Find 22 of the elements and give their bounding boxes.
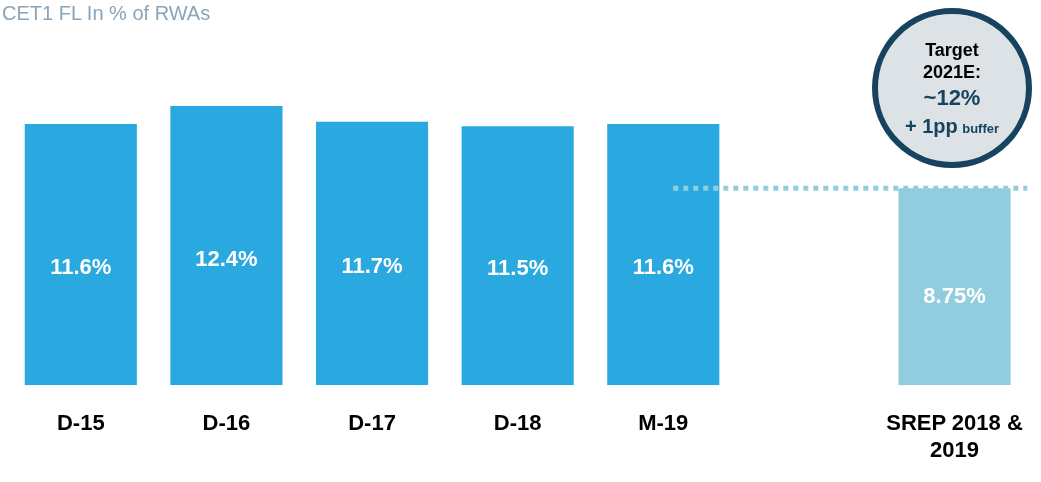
annotation: buffer [962,120,1000,136]
x-tick-label: D-17 [348,410,396,436]
bar [607,124,720,386]
bar [461,126,574,386]
bar [170,106,283,386]
data-label: 11.5% [487,254,549,280]
bar [24,124,137,386]
x-tick-label: SREP 2018 & 2019 [886,410,1023,462]
x-tick-label: D-18 [493,410,542,436]
x-tick-label: D-16 [202,410,251,436]
annotation: + 1pp [904,114,958,137]
chart-title: CET1 FL In % of RWAs [2,2,211,25]
bar [315,121,429,386]
data-label: 11.6% [632,253,694,279]
data-label: 11.7% [341,252,403,278]
data-label: 8.75% [923,282,986,308]
x-tick-label: D-15 [56,410,105,436]
data-label: 12.4% [195,245,258,271]
circle-callout: Target 2021E: ~12% + 1pp buffer [872,8,1032,168]
x-tick-label: M-19 [638,410,689,436]
data-label: 11.6% [50,253,112,279]
annotation: ~12% [923,84,981,111]
